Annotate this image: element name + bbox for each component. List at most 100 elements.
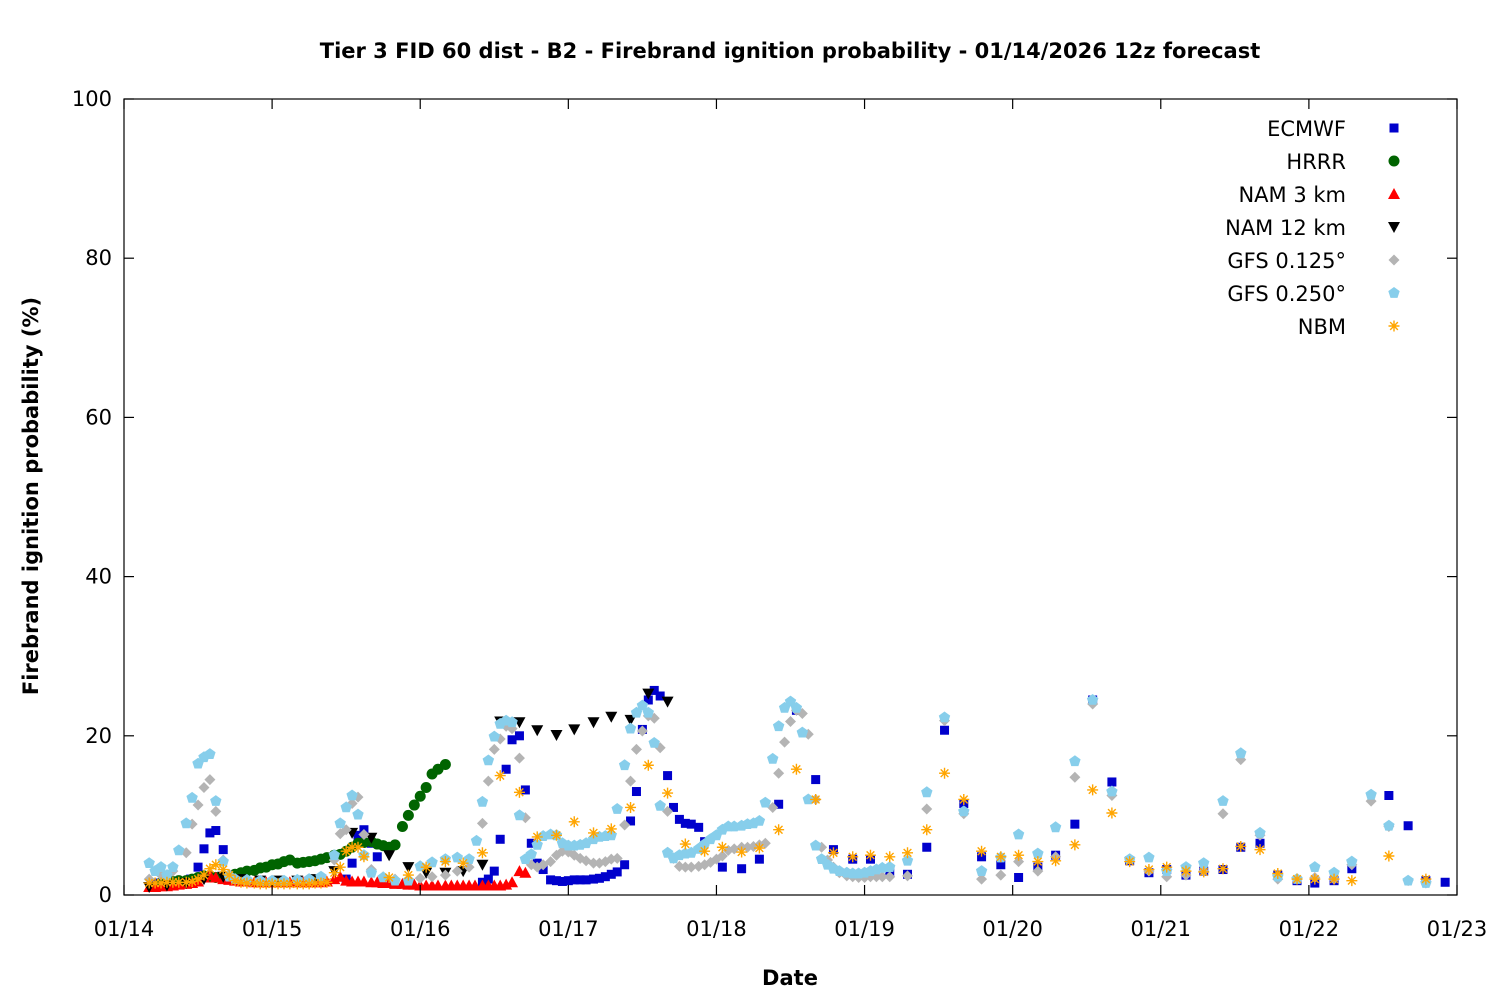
x-tick-label: 01/17 (538, 917, 599, 941)
data-point-nam-12-km (661, 696, 674, 708)
data-point-ecmwf (649, 685, 659, 695)
data-point-nbm (248, 877, 260, 889)
data-point-nbm (1254, 844, 1266, 856)
data-point-gfs-0-125 (488, 743, 500, 755)
data-point-gfs-0-125 (716, 850, 728, 862)
data-point-ecmwf (347, 858, 357, 868)
data-point-nbm (1013, 849, 1025, 861)
data-point-nbm (995, 851, 1007, 863)
data-point-nam-12-km (476, 859, 489, 871)
data-point-nbm (864, 849, 876, 861)
data-point-nbm (254, 878, 266, 890)
data-point-gfs-0-250 (1383, 819, 1395, 831)
data-point-gfs-0-250 (759, 796, 771, 808)
data-point-nbm (340, 845, 352, 857)
data-point-nbm (328, 867, 340, 879)
data-point-gfs-0-250 (1086, 694, 1099, 705)
data-point-nbm (790, 763, 802, 775)
data-point-nbm (1420, 873, 1432, 885)
data-point-ecmwf (193, 862, 203, 872)
data-point-nbm (679, 838, 691, 850)
data-point-gfs-0-125 (451, 865, 463, 877)
data-point-gfs-0-250 (618, 759, 631, 771)
data-point-nbm (235, 876, 247, 888)
data-point-nam-12-km (402, 862, 415, 874)
data-point-gfs-0-125 (1032, 865, 1044, 877)
data-point-gfs-0-250 (790, 701, 803, 713)
data-point-gfs-0-250 (334, 817, 346, 829)
x-tick-label: 01/21 (1131, 917, 1192, 941)
data-point-gfs-0-125 (204, 774, 216, 786)
data-point-gfs-0-125 (685, 861, 697, 873)
data-point-nbm (402, 869, 414, 881)
data-point-gfs-0-125 (1069, 771, 1081, 783)
data-point-gfs-0-125 (759, 837, 771, 849)
data-point-gfs-0-125 (545, 856, 557, 868)
data-point-nam-12-km (568, 724, 581, 736)
legend-entry-nbm: NBM (1298, 315, 1400, 339)
data-point-ecmwf (612, 867, 622, 877)
legend-entry-nam-3-km: NAM 3 km (1238, 183, 1400, 207)
data-point-gfs-0-250 (1143, 851, 1155, 863)
data-point-gfs-0-250 (414, 860, 426, 872)
data-point-gfs-0-125 (662, 805, 674, 817)
data-point-nbm (217, 864, 229, 876)
data-point-gfs-0-250 (921, 786, 933, 798)
data-point-nbm (173, 876, 185, 888)
data-point-gfs-0-125 (426, 871, 438, 883)
data-point-nbm (476, 847, 488, 859)
data-point-ecmwf (606, 869, 616, 879)
data-point-ecmwf (774, 799, 784, 809)
data-point-ecmwf (205, 828, 215, 838)
legend-marker-ecmwf (1389, 123, 1399, 133)
data-point-gfs-0-250 (167, 861, 179, 872)
legend-label: GFS 0.125° (1227, 249, 1346, 273)
data-point-ecmwf (643, 695, 653, 705)
data-point-gfs-0-250 (1217, 795, 1229, 806)
data-point-nam-12-km (605, 711, 618, 723)
data-point-ecmwf (353, 830, 363, 840)
data-point-gfs-0-250 (180, 817, 192, 829)
data-point-ecmwf (717, 862, 727, 872)
data-point-gfs-0-125 (636, 725, 648, 737)
data-point-nbm (198, 869, 210, 881)
data-point-ecmwf (569, 875, 579, 885)
data-point-nbm (1106, 807, 1118, 819)
data-point-gfs-0-125 (198, 782, 210, 794)
data-point-gfs-0-250 (1198, 857, 1210, 868)
data-point-nbm (494, 770, 506, 782)
legend-marker-nbm (1388, 320, 1400, 332)
data-point-gfs-0-125 (513, 752, 525, 764)
legend: ECMWF HRRR NAM 3 km NAM 12 km GFS 0.125° GFS … (1225, 117, 1400, 339)
data-point-nbm (204, 863, 216, 875)
data-point-ecmwf (922, 842, 932, 852)
data-point-gfs-0-125 (1217, 808, 1229, 820)
legend-label: HRRR (1286, 150, 1346, 174)
data-point-nbm (1180, 865, 1192, 877)
data-point-gfs-0-250 (1402, 874, 1414, 886)
data-point-gfs-0-250 (796, 726, 809, 738)
y-tick-label: 40 (85, 565, 112, 589)
data-point-nbm (699, 845, 711, 857)
data-point-ecmwf (575, 875, 585, 885)
legend-entry-nam-12-km: NAM 12 km (1225, 216, 1400, 240)
data-point-nbm (439, 856, 451, 868)
data-point-nbm (315, 877, 327, 889)
data-point-ecmwf (1107, 777, 1117, 787)
data-point-nbm (303, 878, 315, 890)
legend-label: GFS 0.250° (1227, 282, 1346, 306)
data-series-layer (143, 685, 1450, 894)
x-tick-label: 01/16 (390, 917, 451, 941)
x-axis-label: Date (762, 966, 818, 990)
data-point-gfs-0-250 (1346, 855, 1358, 867)
data-point-ecmwf (199, 844, 209, 854)
legend-marker-nam-12-km (1388, 222, 1400, 233)
data-point-ecmwf (1403, 821, 1413, 831)
data-point-gfs-0-250 (1235, 747, 1247, 759)
legend-label: NAM 12 km (1225, 216, 1346, 240)
legend-label: NBM (1298, 315, 1346, 339)
y-tick-label: 0 (99, 883, 112, 907)
data-point-nbm (642, 759, 654, 771)
data-point-nbm (334, 861, 346, 873)
data-point-gfs-0-125 (611, 852, 623, 864)
